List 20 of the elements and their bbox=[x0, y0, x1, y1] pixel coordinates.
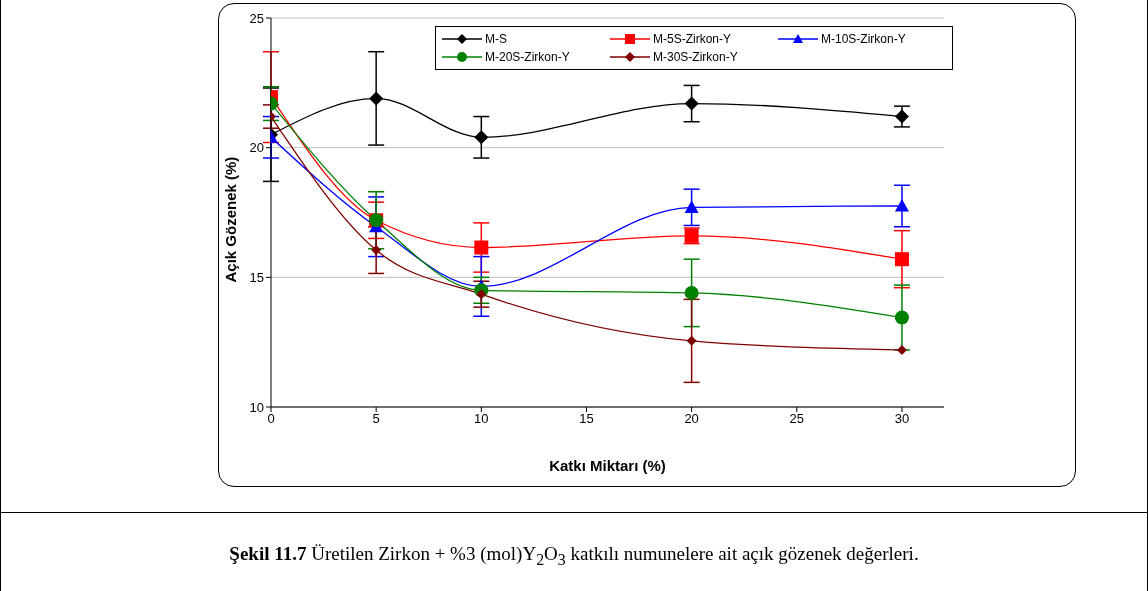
text: Şekil 11.7 bbox=[229, 543, 308, 564]
x-tick-label: 15 bbox=[579, 411, 594, 427]
x-tick-label: 5 bbox=[372, 411, 380, 427]
x-tick-label: 20 bbox=[684, 411, 699, 427]
y-tick-label: 25 bbox=[249, 10, 264, 26]
y-tick-label: 10 bbox=[249, 399, 264, 415]
x-axis-title: Katkı Miktarı (%) bbox=[549, 457, 666, 474]
x-tick-label: 30 bbox=[894, 411, 910, 427]
y-axis-title: Açık Gözenek (%) bbox=[222, 156, 240, 283]
text: Üretilen Zirkon + %3 (mol)Y$_{2}$O$_{3}$ katkılı numunelere ait açık gözenek değerleri. bbox=[311, 543, 919, 568]
legend-label: M-5S-Zirkon-Y bbox=[653, 31, 732, 48]
legend-label: M-30S-Zirkon-Y bbox=[653, 49, 738, 66]
legend-label: M-S bbox=[485, 31, 507, 48]
x-tick-label: 25 bbox=[789, 411, 805, 427]
x-tick-label: 0 bbox=[267, 411, 275, 427]
y-tick-label: 20 bbox=[249, 140, 264, 156]
legend-label: M-10S-Zirkon-Y bbox=[821, 31, 906, 48]
x-tick-label: 10 bbox=[474, 411, 489, 427]
legend-label: M-20S-Zirkon-Y bbox=[485, 49, 570, 66]
y-tick-label: 15 bbox=[249, 269, 264, 285]
